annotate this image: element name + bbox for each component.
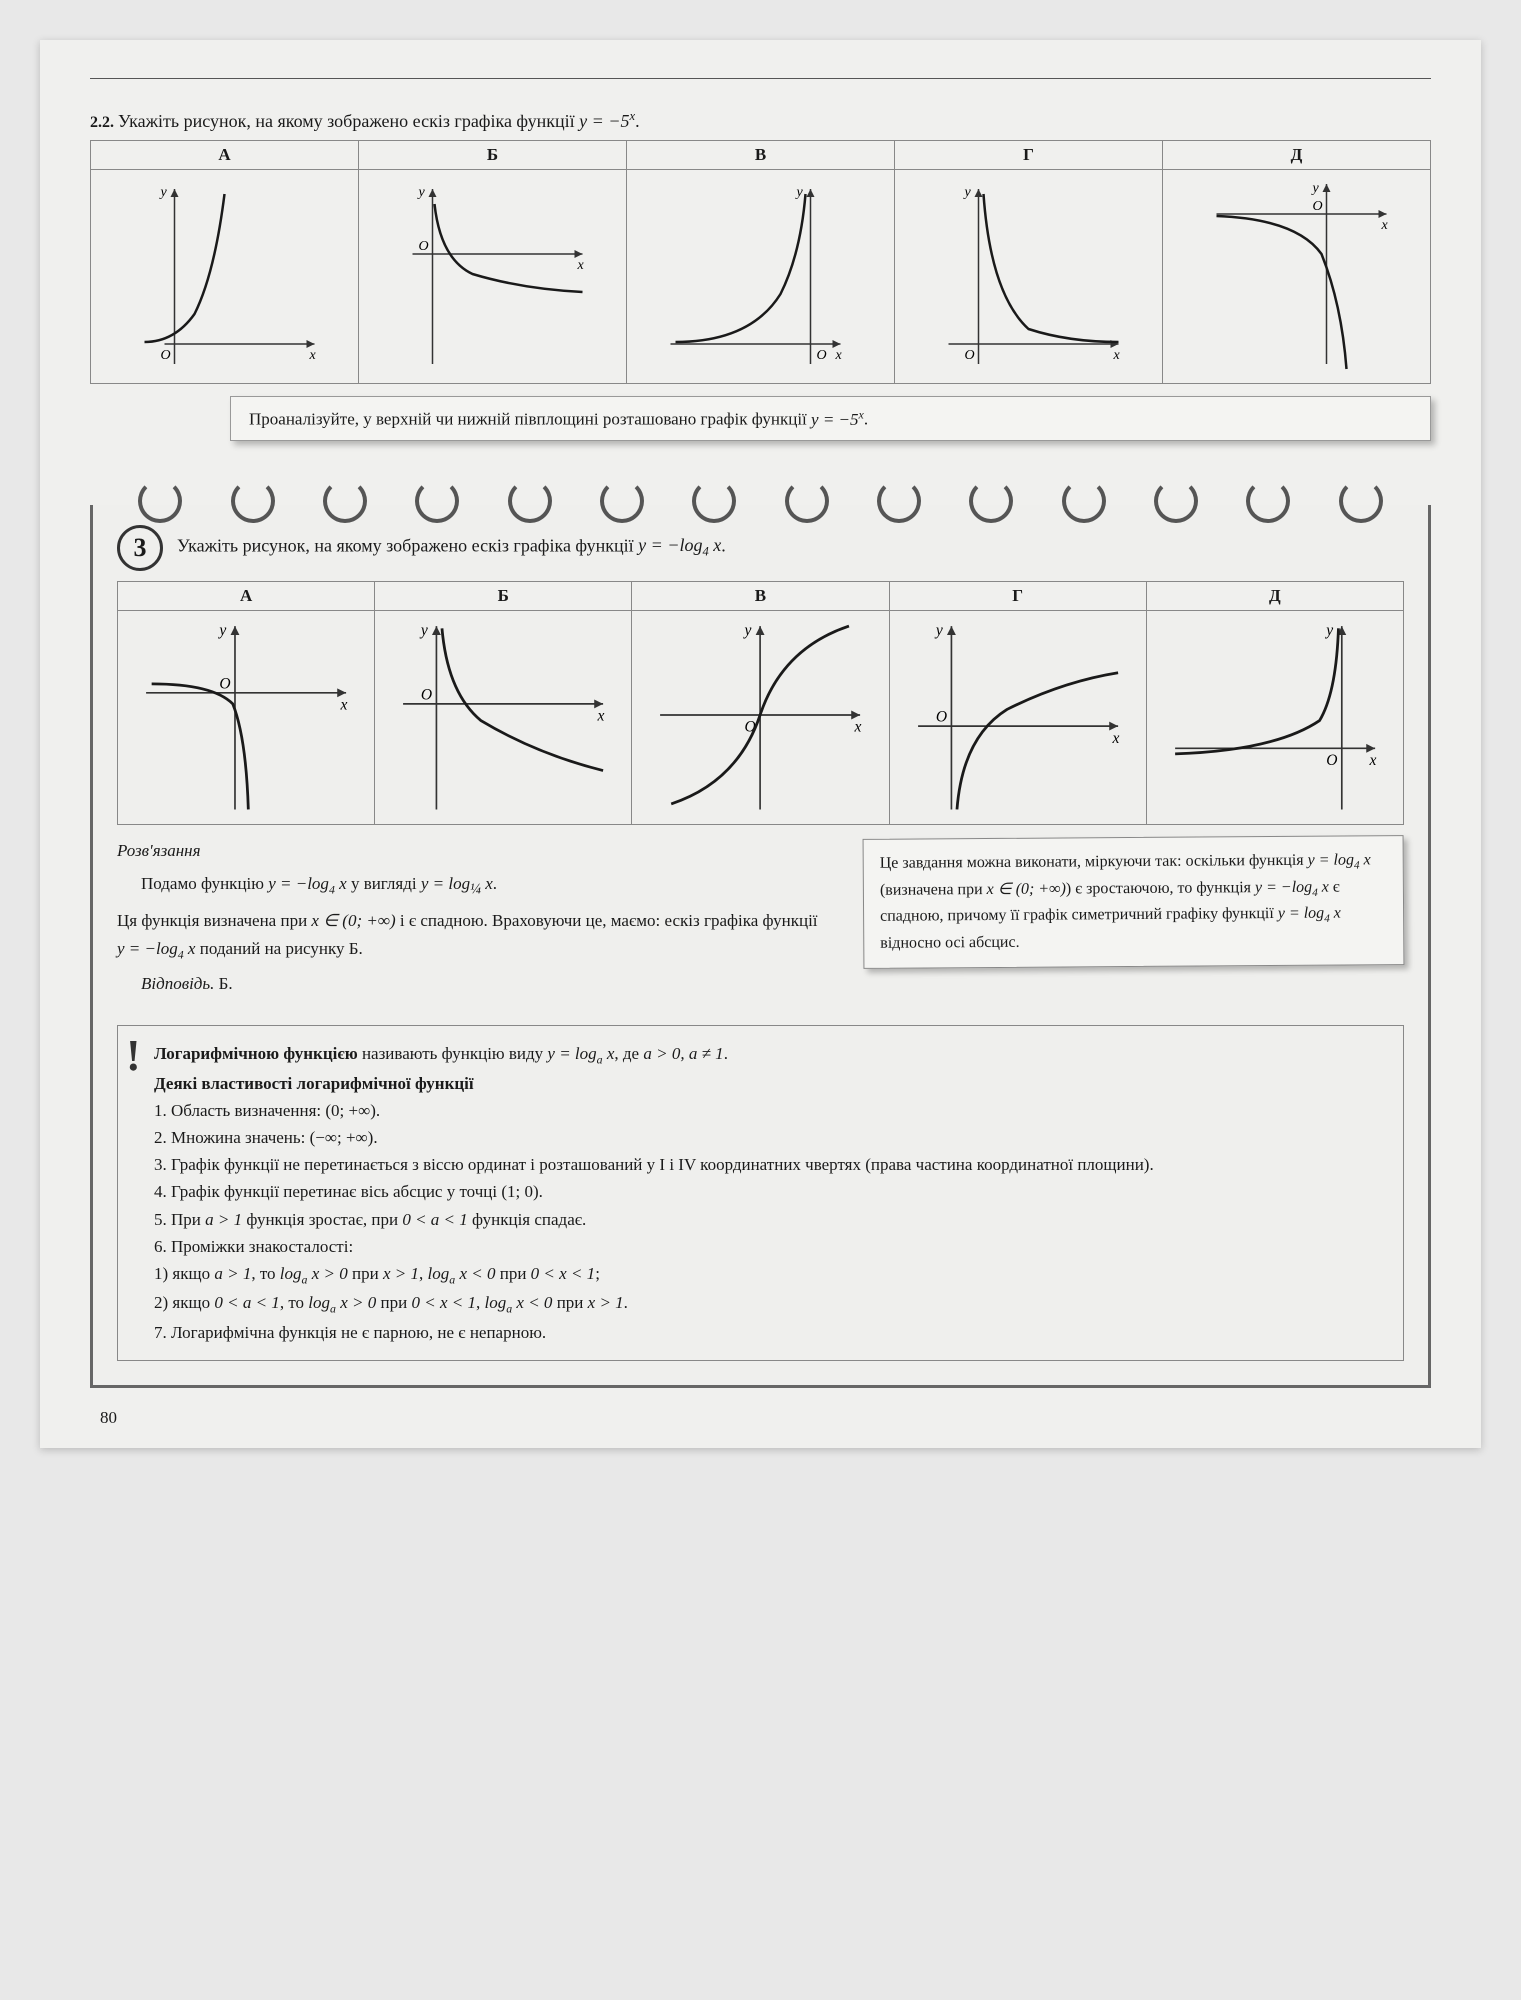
circle-number: 3 [117,525,163,571]
opt-header: В [632,581,889,610]
svg-text:y: y [933,622,942,639]
svg-text:y: y [417,185,426,200]
opt-header: Д [1163,141,1431,170]
formula: y = −5x [579,111,635,131]
svg-text:O: O [817,348,827,363]
opt-header: Д [1146,581,1403,610]
graph-22-a: Ox y [91,170,359,384]
problem-number: 2.2. [90,114,114,131]
spiral-icon [1154,479,1198,523]
problem-2-2: 2.2. Укажіть рисунок, на якому зображено… [90,109,1431,441]
svg-text:x: x [577,258,585,273]
svg-text:y: y [159,185,168,200]
svg-text:O: O [219,675,230,692]
svg-text:O: O [935,708,946,725]
svg-text:x: x [597,707,605,724]
svg-text:x: x [340,696,348,713]
opt-header: Г [889,581,1146,610]
svg-text:x: x [1368,752,1376,769]
graph-3-a: Ox y [118,610,375,824]
opt-header: Б [375,581,632,610]
page-number: 80 [100,1408,117,1428]
spiral-icon [1339,479,1383,523]
problem-3-header: 3 Укажіть рисунок, на якому зображено ес… [117,525,1404,571]
answer: Б. [219,974,233,993]
graph-22-g: Ox y [895,170,1163,384]
svg-text:O: O [965,348,975,363]
svg-text:O: O [421,686,432,703]
svg-text:x: x [1113,348,1121,363]
svg-text:x: x [309,348,317,363]
prop-4: 4. Графік функції перетинає вісь абсцис … [154,1178,1385,1205]
svg-text:x: x [854,718,862,735]
spiral-icon [600,479,644,523]
svg-text:y: y [217,622,226,639]
svg-text:y: y [743,622,752,639]
graph-3-g: Ox y [889,610,1146,824]
prop-1: 1. Область визначення: (0; +∞). [154,1097,1385,1124]
solution-row: Розв'язання Подамо функцію y = −log4 x у… [117,837,1404,1004]
solution-text: Розв'язання Подамо функцію y = −log4 x у… [117,837,843,1004]
svg-text:x: x [835,348,843,363]
theory-box: ! Логарифмічною функцією називають функц… [117,1025,1404,1361]
formula: y = −log4 x [638,535,721,555]
svg-text:O: O [1326,752,1337,769]
spiral-icon [231,479,275,523]
svg-text:O: O [161,348,171,363]
graph-22-b: Ox y [359,170,627,384]
spiral-icon [969,479,1013,523]
problem-text: Укажіть рисунок, на якому зображено ескі… [118,111,640,131]
spiral-icon [1062,479,1106,523]
svg-text:x: x [1381,218,1389,233]
spiral-icon [1246,479,1290,523]
svg-text:y: y [963,185,972,200]
spiral-icon [415,479,459,523]
svg-text:O: O [1313,199,1323,214]
graph-22-v: Ox y [627,170,895,384]
spiral-icon [692,479,736,523]
opt-header: В [627,141,895,170]
prop-7: 7. Логарифмічна функція не є парною, не … [154,1319,1385,1346]
prop-5: 5. При a > 1 функція зростає, при 0 < a … [154,1206,1385,1233]
svg-text:y: y [1311,181,1320,196]
spiral-icon [138,479,182,523]
sidebox: Це завдання можна виконати, міркуючи так… [863,835,1404,969]
top-rule [90,78,1431,79]
solution-label: Розв'язання [117,837,843,864]
prop-2: 2. Множина значень: (−∞; +∞). [154,1124,1385,1151]
hint-box-22: Проаналізуйте, у верхній чи нижній півпл… [230,396,1431,441]
opt-header: Б [359,141,627,170]
answer-label: Відповідь. [141,974,214,993]
prop-6-1: 1) якщо a > 1, то loga x > 0 при x > 1, … [154,1260,1385,1289]
graph-22-d: Ox y [1163,170,1431,384]
spiral-icon [508,479,552,523]
prop-6-2: 2) якщо 0 < a < 1, то loga x > 0 при 0 <… [154,1289,1385,1318]
options-table-22: А Б В Г Д Ox y [90,140,1431,384]
opt-header: Г [895,141,1163,170]
prop-3: 3. Графік функції не перетинається з віс… [154,1151,1385,1178]
exclamation-icon: ! [126,1036,141,1076]
problem-3-text: Укажіть рисунок, на якому зображено ескі… [177,535,726,555]
svg-text:y: y [419,622,428,639]
spiral-icon [877,479,921,523]
svg-text:x: x [1111,729,1119,746]
spiral-icon [323,479,367,523]
page: 2.2. Укажіть рисунок, на якому зображено… [40,40,1481,1448]
svg-text:y: y [795,185,804,200]
opt-header: А [91,141,359,170]
hint-formula: y = −5x [811,410,864,429]
graph-3-v: Oxy [632,610,889,824]
svg-text:O: O [419,239,429,254]
prop-6: 6. Проміжки знакосталості: [154,1233,1385,1260]
opt-header: А [118,581,375,610]
sidebox-wrap: Це завдання можна виконати, міркуючи так… [863,837,1404,967]
options-table-3: А Б В Г Д Ox y [117,581,1404,825]
problem-3-section: 3 Укажіть рисунок, на якому зображено ес… [90,505,1431,1388]
spiral-icon [785,479,829,523]
graph-3-d: Ox y [1146,610,1403,824]
svg-text:y: y [1324,622,1333,639]
graph-3-b: Ox y [375,610,632,824]
props-title: Деякі властивості логарифмічної функції [154,1074,474,1093]
